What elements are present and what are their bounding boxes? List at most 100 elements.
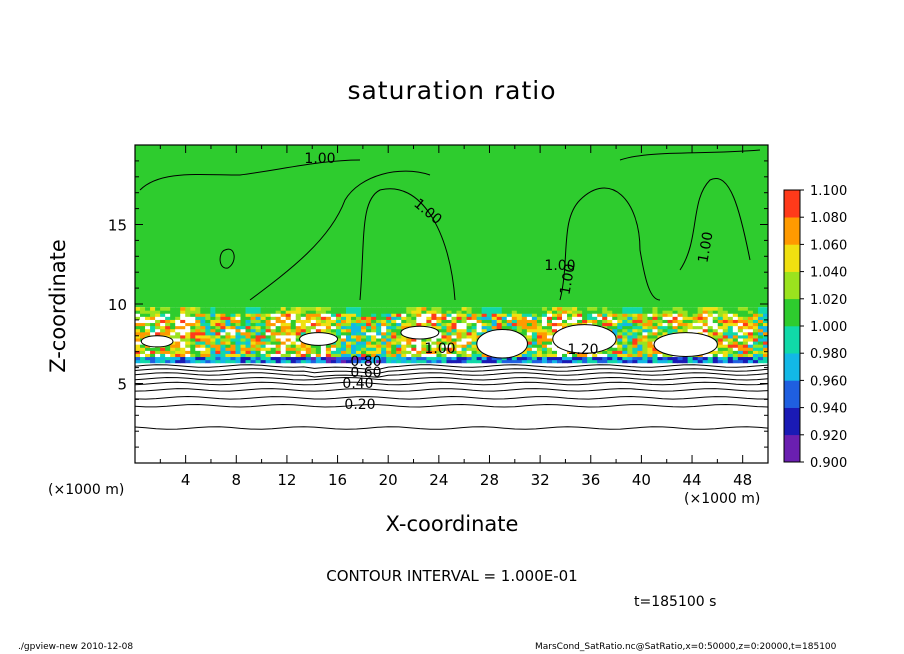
field-cell [592,322,598,327]
field-cell [250,347,256,351]
field-cell [310,359,317,364]
field-cell [637,347,643,351]
field-cell [712,319,719,324]
field-cell [175,316,181,320]
field-cell [481,356,488,361]
field-cell [275,325,282,330]
field-cell [742,313,749,317]
field-cell [531,356,538,361]
field-cell [200,313,206,317]
field-cell [637,338,643,342]
field-cell [310,307,317,311]
field-cell [225,328,231,333]
field-cell [205,347,211,351]
field-cell [491,359,498,364]
field-cell [612,344,618,348]
field-cell [371,322,377,327]
field-cell [762,310,769,314]
field-cell [441,359,447,364]
field-cell [185,359,191,364]
field-cell [617,328,623,333]
field-cell [732,359,739,364]
field-cell [456,307,462,311]
field-cell [752,353,759,358]
field-cell [747,347,754,351]
field-cell [617,356,623,361]
field-cell [762,325,769,330]
contour-label: 0.80 [350,354,381,370]
field-cell [627,344,633,348]
field-cell [737,322,744,327]
field-cell [195,307,201,311]
field-cell [160,313,166,317]
field-cell [391,325,397,330]
field-cell [185,353,191,358]
field-cell [622,335,628,339]
field-cell [406,313,412,317]
field-cell [225,338,231,342]
field-cell [481,307,488,311]
field-cell [551,347,558,351]
field-cell [330,350,337,354]
field-cell [642,359,648,364]
field-cell [496,325,503,330]
field-cell [722,319,729,324]
field-cell [692,359,699,364]
field-cell [491,307,498,311]
field-cell [265,319,272,324]
field-cell [210,359,216,364]
field-cell [175,344,181,348]
field-cell [190,335,196,339]
field-cell [531,313,538,317]
field-cell [140,344,146,348]
field-cell [381,347,387,351]
field-cell [135,353,141,358]
field-cell [446,356,452,361]
field-cell [295,338,302,342]
field-cell [170,310,176,314]
field-cell [431,338,437,342]
field-cell [747,316,754,320]
field-cell [320,325,327,330]
field-cell [652,353,658,358]
field-cell [185,316,191,320]
contour-label: 1.00 [695,231,716,264]
field-cell [190,344,196,348]
field-cell [160,316,166,320]
field-cell [210,319,216,324]
field-cell [757,347,764,351]
field-cell [155,331,161,336]
field-cell [280,353,287,358]
field-cell [346,319,352,324]
field-cell [662,322,668,327]
field-cell [627,353,633,358]
field-cell [180,359,186,364]
field-cell [637,319,643,324]
field-cell [612,322,618,327]
field-cell [612,328,618,333]
field-cell [607,307,613,311]
field-cell [531,359,538,364]
field-cell [607,313,613,317]
field-cell [235,359,241,364]
field-cell [411,350,417,354]
field-cell [441,338,447,342]
field-cell [471,322,478,327]
field-cell [737,347,744,351]
field-cell [456,356,462,361]
field-cell [391,313,397,317]
field-cell [697,313,704,317]
field-cell [320,319,327,324]
field-cell [431,341,437,345]
field-cell [396,319,402,324]
field-cell [210,310,216,314]
field-cell [672,328,678,333]
field-cell [411,307,417,311]
field-cell [145,359,151,364]
field-cell [245,353,251,358]
field-cell [381,313,387,317]
field-cell [260,319,267,324]
field-cell [466,353,472,358]
supersaturated-blob [476,328,528,359]
field-cell [652,316,658,320]
